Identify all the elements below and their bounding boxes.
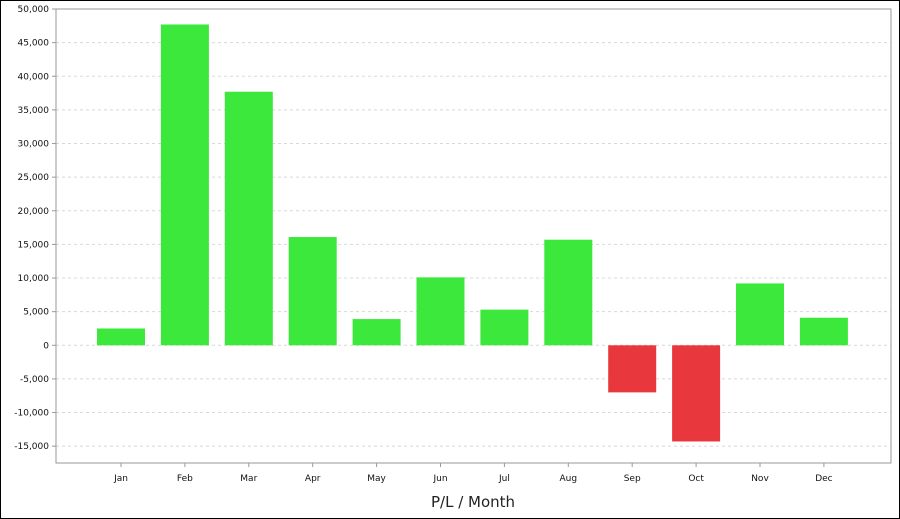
x-tick-label: Feb bbox=[177, 474, 193, 484]
y-tick-label: -5,000 bbox=[20, 375, 49, 385]
x-tick-label: Sep bbox=[624, 474, 641, 484]
y-tick-label: -15,000 bbox=[14, 442, 49, 452]
y-tick-label: 35,000 bbox=[18, 106, 50, 116]
bar-aug bbox=[544, 239, 593, 346]
y-tick-label: 40,000 bbox=[18, 72, 50, 82]
bar-apr bbox=[288, 237, 337, 346]
x-tick-label: Oct bbox=[688, 474, 704, 484]
bar-jan bbox=[97, 328, 145, 346]
bar-jun bbox=[416, 277, 465, 346]
x-tick-label: May bbox=[367, 474, 386, 484]
x-tick-label: Apr bbox=[305, 474, 321, 484]
y-tick-label: 5,000 bbox=[23, 308, 49, 318]
bars bbox=[97, 24, 848, 442]
x-tick-label: Jul bbox=[498, 474, 510, 484]
y-tick-label: -10,000 bbox=[14, 409, 49, 419]
x-tick-label: Aug bbox=[560, 474, 578, 484]
x-tick-label: Jan bbox=[113, 474, 128, 484]
y-tick-label: 45,000 bbox=[18, 39, 50, 49]
x-tick-label: Dec bbox=[815, 474, 832, 484]
bar-sep bbox=[608, 345, 657, 393]
y-tick-label: 20,000 bbox=[18, 207, 50, 217]
y-tick-label: 25,000 bbox=[18, 173, 50, 183]
bar-may bbox=[352, 319, 401, 346]
y-tick-label: 0 bbox=[43, 341, 49, 351]
y-tick-label: 10,000 bbox=[18, 274, 50, 284]
y-tick-label: 15,000 bbox=[18, 240, 50, 250]
bar-jul bbox=[480, 309, 529, 346]
x-axis-title: P/L / Month bbox=[431, 493, 515, 511]
bar-nov bbox=[736, 283, 784, 346]
bar-dec bbox=[799, 317, 848, 346]
x-tick-label: Mar bbox=[240, 474, 257, 484]
bar-mar bbox=[224, 91, 273, 346]
y-tick-label: 50,000 bbox=[18, 5, 50, 15]
x-tick-label: Jun bbox=[432, 474, 447, 484]
x-tick-label: Nov bbox=[751, 474, 769, 484]
bar-feb bbox=[160, 24, 209, 346]
axes: 50,000 45,000 40,000 35,000 30,000 25,000 20,0… bbox=[14, 5, 892, 484]
y-tick-label: 30,000 bbox=[18, 140, 50, 150]
plot-area-border bbox=[55, 8, 892, 464]
bar-oct bbox=[672, 345, 721, 442]
